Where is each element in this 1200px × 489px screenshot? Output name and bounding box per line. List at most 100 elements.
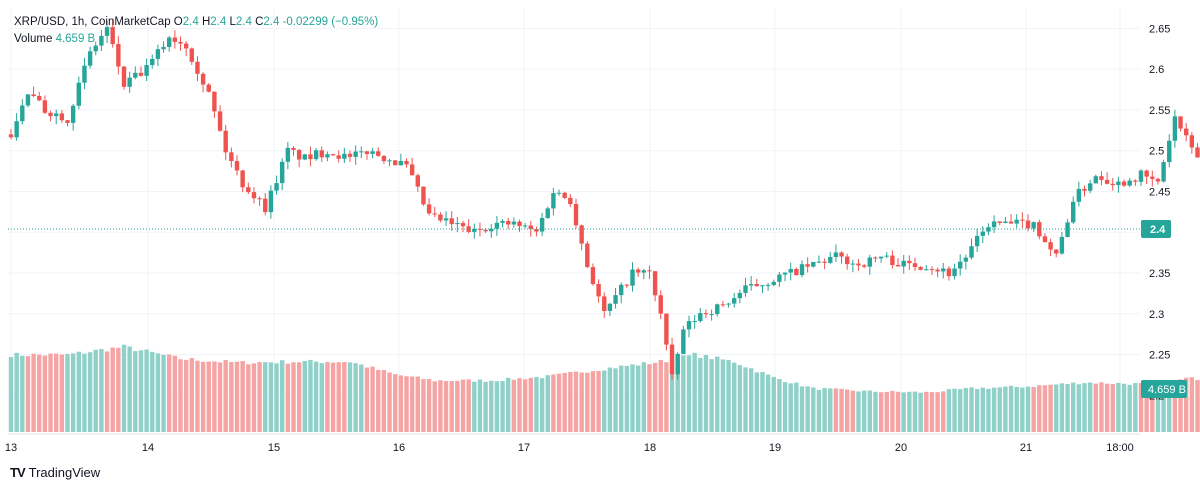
volume-bar [1172, 380, 1178, 432]
candle-body [918, 267, 923, 270]
volume-bar [1008, 385, 1014, 432]
candle-body [347, 153, 353, 157]
volume-bar [777, 379, 782, 432]
candle-body [70, 105, 76, 123]
candle-body [76, 82, 81, 106]
volume-bar [234, 361, 240, 432]
volume-bar [212, 361, 217, 432]
candle-body [381, 155, 387, 162]
volume-bar [941, 391, 946, 432]
volume-bar [907, 391, 912, 432]
candle-body [890, 255, 895, 266]
candle-body [895, 265, 901, 267]
volume-bar [726, 359, 731, 432]
candle-body [929, 269, 935, 271]
candle-body [777, 274, 782, 282]
candle-body [398, 160, 404, 166]
y-tick-label: 2.65 [1149, 23, 1170, 35]
candle-body [353, 151, 358, 157]
volume-bar [856, 391, 861, 432]
candle-body [511, 221, 517, 225]
candle-body [99, 35, 104, 46]
volume-bar [409, 376, 415, 432]
volume-bar [878, 392, 884, 432]
x-tick-label: 19 [769, 442, 781, 454]
candle-body [404, 160, 409, 165]
volume-bar [1076, 384, 1082, 432]
close-value: 2.4 [263, 16, 280, 28]
volume-bar [1003, 386, 1008, 432]
candle-body [958, 261, 963, 269]
low-value: 2.4 [235, 16, 252, 28]
volume-bar [268, 362, 274, 432]
volume-bar [1121, 383, 1127, 432]
candle-body [1087, 183, 1093, 191]
candle-body [87, 51, 93, 66]
candle-body [449, 218, 454, 225]
volume-bar [958, 389, 963, 432]
candle-body [144, 65, 149, 76]
volume-bar [291, 362, 296, 432]
volume-bar [274, 363, 279, 432]
candle-body [65, 120, 70, 123]
volume-bar [1087, 382, 1093, 432]
volume-bar [155, 353, 161, 432]
volume-bar [1161, 381, 1166, 432]
candle-body [1054, 249, 1059, 254]
candle-body [234, 161, 240, 171]
candle-body [325, 154, 330, 158]
candle-body [799, 264, 805, 276]
volume-bar [393, 374, 398, 432]
candle-body [748, 284, 754, 286]
volume-bar [1184, 377, 1189, 432]
candle-body [997, 221, 1002, 223]
candle-body [816, 261, 822, 263]
volume-bar [737, 365, 743, 432]
candle-body [54, 113, 59, 117]
volume-bar [664, 362, 669, 432]
volume-bar [675, 360, 680, 432]
candle-body [709, 314, 714, 316]
volume-label: Volume [14, 33, 53, 45]
volume-bar [200, 361, 206, 432]
y-tick-label: 2.45 [1149, 186, 1170, 198]
volume-bar [568, 371, 573, 432]
volume-bar [1178, 379, 1183, 432]
volume-bar [150, 351, 155, 432]
candle-body [1099, 176, 1104, 180]
volume-bar [635, 365, 641, 432]
chart-legend: XRP/USD, 1h, CoinMarketCap O2.4 H2.4 L2.… [14, 14, 378, 48]
candle-body [229, 152, 234, 162]
candle-body [720, 304, 726, 306]
tradingview-brand[interactable]: TV TradingView [10, 465, 100, 480]
volume-bar [884, 391, 889, 432]
volume-bar [1127, 384, 1132, 432]
candle-body [421, 186, 426, 205]
candle-body [138, 72, 144, 76]
volume-bar [788, 383, 793, 432]
candle-body [1184, 128, 1189, 136]
volume-bar [743, 367, 748, 432]
candle-body [969, 246, 974, 258]
volume-bar [517, 378, 522, 432]
volume-bar [1037, 385, 1042, 432]
candle-body [1104, 179, 1110, 184]
candle-body [432, 213, 437, 215]
candle-body [833, 252, 839, 258]
candle-body [912, 263, 918, 268]
candle-body [861, 265, 867, 267]
candle-body [200, 73, 206, 85]
volume-bar [398, 375, 404, 432]
volume-bar [302, 361, 307, 432]
candle-body [37, 96, 42, 101]
volume-bar [1042, 385, 1048, 432]
candle-body [822, 261, 827, 263]
candle-body [1138, 170, 1144, 182]
volume-bar [551, 374, 556, 432]
volume-bar [1031, 386, 1036, 432]
candle-body [1020, 219, 1025, 221]
candle-body [370, 151, 375, 154]
candle-body [794, 268, 799, 276]
volume-bar [240, 361, 245, 432]
